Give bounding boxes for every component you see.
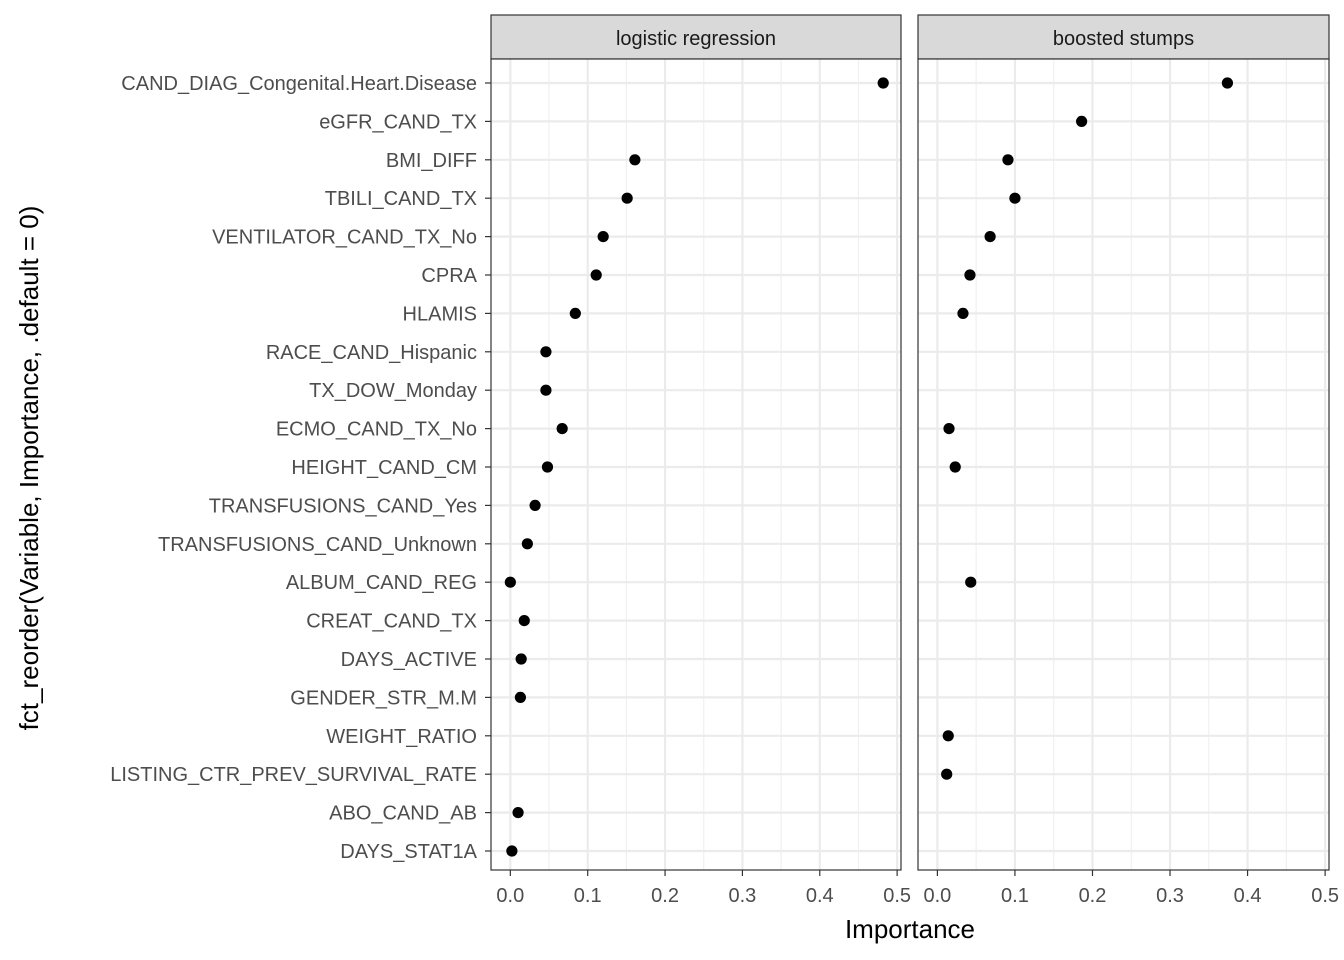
x-tick-label: 0.2 — [1079, 885, 1107, 907]
data-point — [518, 615, 530, 627]
data-point — [629, 154, 641, 166]
y-tick-label: ECMO_CAND_TX_No — [276, 419, 477, 441]
data-point — [506, 845, 518, 857]
data-point — [540, 384, 552, 396]
data-point — [569, 307, 581, 319]
y-tick-label: ALBUM_CAND_REG — [286, 572, 477, 594]
x-tick-label: 0.4 — [806, 885, 834, 907]
y-tick-label: RACE_CAND_Hispanic — [266, 342, 477, 364]
y-tick-label: VENTILATOR_CAND_TX_No — [212, 227, 477, 249]
data-point — [540, 346, 552, 358]
x-tick-label: 0.1 — [574, 885, 602, 907]
y-tick-label: GENDER_STR_M.M — [290, 687, 477, 709]
data-point — [984, 231, 996, 243]
y-tick-label: TRANSFUSIONS_CAND_Unknown — [158, 534, 477, 556]
x-tick-label: 0.0 — [923, 885, 951, 907]
x-axis-title: Importance — [845, 914, 975, 944]
data-point — [504, 576, 516, 588]
x-tick-label: 0.5 — [1311, 885, 1339, 907]
panel-border — [490, 58, 902, 871]
x-tick-label: 0.2 — [651, 885, 679, 907]
data-point — [1009, 192, 1021, 204]
data-point — [964, 269, 976, 281]
data-point — [597, 231, 609, 243]
data-point — [512, 807, 524, 819]
y-tick-label: HLAMIS — [403, 303, 477, 325]
y-tick-label: BMI_DIFF — [386, 150, 477, 172]
x-tick-label: 0.5 — [883, 885, 911, 907]
y-tick-label: CREAT_CAND_TX — [306, 611, 477, 633]
panel-background — [491, 59, 901, 870]
panel-strip-label: logistic regression — [616, 28, 776, 50]
y-tick-label: TRANSFUSIONS_CAND_Yes — [209, 495, 477, 517]
data-point — [1002, 154, 1014, 166]
y-axis-labels: CAND_DIAG_Congenital.Heart.Disease eGFR_C… — [110, 73, 477, 863]
panel-strip — [917, 14, 1330, 60]
y-tick-label: DAYS_STAT1A — [340, 841, 477, 863]
data-point — [965, 576, 977, 588]
data-point — [541, 461, 554, 473]
y-tick-label: TX_DOW_Monday — [309, 380, 477, 402]
y-tick-label: CPRA — [421, 265, 477, 287]
x-tick-label: 0.3 — [729, 885, 757, 907]
panel-strip-label: boosted stumps — [1053, 28, 1194, 50]
x-tick-label: 0.1 — [1001, 885, 1029, 907]
data-point — [514, 691, 526, 704]
panel-2: boosted stumps 0.0 0.1 0.2 0.3 0.4 0.5 — [917, 14, 1339, 907]
data-point — [877, 77, 889, 89]
panel-border — [917, 58, 1330, 871]
data-point — [942, 730, 954, 742]
panel-strip — [490, 14, 902, 60]
y-tick-label: CAND_DIAG_Congenital.Heart.Disease — [121, 73, 477, 95]
data-point — [943, 423, 955, 435]
y-axis-title: fct_reorder(Variable, Importance, .defau… — [14, 206, 44, 731]
y-tick-label: LISTING_CTR_PREV_SURVIVAL_RATE — [110, 764, 477, 786]
y-tick-label: eGFR_CAND_TX — [319, 111, 477, 133]
y-tick-label: TBILI_CAND_TX — [325, 188, 477, 210]
panel-background — [918, 59, 1329, 870]
y-tick-label: DAYS_ACTIVE — [341, 649, 477, 671]
y-tick-label: WEIGHT_RATIO — [326, 726, 477, 748]
x-tick-label: 0.0 — [496, 885, 524, 907]
y-tick-label: HEIGHT_CAND_CM — [291, 457, 477, 479]
data-point — [529, 499, 541, 511]
data-point — [621, 192, 633, 204]
data-point — [515, 653, 527, 665]
data-point — [957, 307, 969, 319]
data-point — [941, 768, 953, 780]
data-point — [556, 423, 568, 435]
data-point — [949, 461, 961, 473]
x-tick-label: 0.3 — [1156, 885, 1184, 907]
data-point — [1076, 115, 1088, 127]
panel-1: logistic regression 0.0 0.1 0.2 0.3 0.4 0.5 — [485, 14, 911, 907]
data-point — [1221, 77, 1234, 89]
x-tick-label: 0.4 — [1234, 885, 1262, 907]
data-point — [521, 538, 533, 550]
y-tick-label: ABO_CAND_AB — [329, 803, 477, 825]
data-point — [590, 269, 602, 281]
